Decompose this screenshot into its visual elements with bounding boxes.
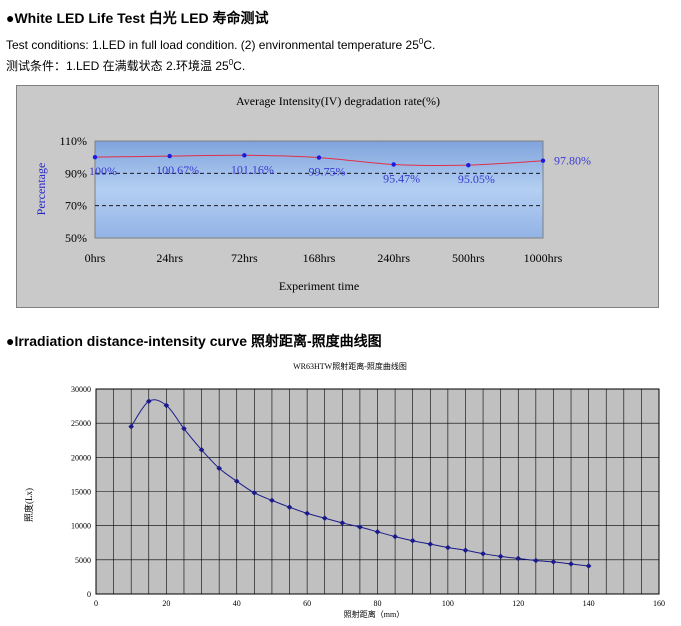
conditions-en-text: Test conditions: 1.LED in full load cond… — [6, 38, 419, 52]
chart-title: WR63HTW照射距离-照度曲线图 — [293, 361, 407, 371]
section-title-led-life: ●White LED Life Test 白光 LED 寿命测试 — [6, 10, 269, 26]
data-point — [391, 162, 396, 167]
x-tick-label: 0hrs — [85, 251, 106, 265]
x-tick-label: 100 — [442, 599, 454, 608]
data-point — [374, 529, 381, 535]
data-label: 99.75% — [309, 165, 346, 179]
data-point — [233, 478, 240, 485]
data-point — [427, 541, 434, 547]
data-label: 100% — [89, 164, 117, 178]
data-point — [286, 504, 293, 511]
x-axis-title: 照射距离（mm） — [344, 609, 404, 619]
data-label: 100.67% — [156, 163, 199, 177]
data-point — [242, 153, 247, 158]
degree-superscript: 0 — [228, 58, 234, 67]
y-tick-label: 20000 — [71, 453, 91, 462]
y-tick-label: 15000 — [71, 488, 91, 497]
y-tick-label: 90% — [65, 166, 87, 180]
y-axis-title: Percentage — [34, 163, 48, 216]
x-tick-label: 168hrs — [303, 251, 336, 265]
x-tick-label: 24hrs — [156, 251, 183, 265]
y-tick-label: 0 — [87, 590, 91, 599]
x-tick-label: 140 — [583, 599, 595, 608]
data-point — [167, 153, 172, 159]
x-tick-label: 160 — [653, 599, 665, 608]
data-point — [515, 555, 522, 562]
data-point — [585, 563, 592, 569]
y-tick-label: 25000 — [71, 419, 91, 428]
x-tick-label: 1000hrs — [524, 251, 563, 265]
test-conditions-chinese: 测试条件：1.LED 在满载状态 2.环境温 250C. — [6, 57, 245, 74]
section-title-distance-curve: ●Irradiation distance-intensity curve 照射… — [6, 333, 382, 349]
degree-superscript: 0 — [418, 37, 424, 46]
data-point — [392, 533, 398, 540]
data-point — [316, 155, 322, 160]
y-axis-title: 照度(Lx) — [23, 488, 34, 522]
x-tick-label: 20 — [162, 599, 170, 608]
conditions-cn-text: 测试条件：1.LED 在满载状态 2.环境温 25 — [6, 59, 229, 73]
y-tick-label: 70% — [65, 199, 87, 213]
data-point — [92, 154, 98, 160]
test-conditions-english: Test conditions: 1.LED in full load cond… — [6, 37, 435, 52]
x-tick-label: 72hrs — [231, 251, 258, 265]
data-point — [321, 515, 328, 521]
x-tick-label: 60 — [303, 599, 311, 608]
data-point — [269, 497, 275, 504]
data-point — [568, 561, 574, 567]
x-tick-label: 0 — [94, 599, 98, 608]
data-point — [339, 520, 346, 526]
data-point — [181, 425, 187, 432]
chart-title: Average Intensity(IV) degradation rate(%… — [236, 94, 440, 108]
data-label: 97.80% — [554, 154, 591, 168]
y-tick-label: 5000 — [75, 556, 91, 565]
data-point — [163, 402, 170, 409]
conditions-en-unit: C. — [423, 38, 436, 52]
plot-frame — [95, 388, 660, 595]
data-point — [251, 490, 258, 496]
x-tick-label: 120 — [512, 599, 524, 608]
intensity-degradation-chart: Average Intensity(IV) degradation rate(%… — [16, 85, 659, 308]
y-tick-label: 10000 — [71, 522, 91, 531]
data-point — [480, 550, 486, 557]
x-tick-label: 240hrs — [377, 251, 410, 265]
data-label: 95.05% — [458, 172, 495, 186]
data-point — [216, 465, 222, 472]
x-axis-title: Experiment time — [279, 279, 359, 293]
data-point — [466, 162, 471, 168]
y-tick-label: 50% — [65, 231, 87, 245]
data-point — [533, 557, 539, 564]
y-tick-label: 110% — [59, 134, 87, 148]
x-tick-label: 40 — [233, 599, 241, 608]
data-point — [540, 158, 546, 163]
data-label: 95.47% — [383, 171, 420, 185]
data-point — [304, 510, 310, 517]
data-point — [409, 537, 416, 544]
data-point — [497, 553, 504, 560]
conditions-cn-unit: C. — [233, 59, 246, 73]
data-point — [462, 547, 469, 554]
y-tick-label: 30000 — [71, 385, 91, 394]
x-tick-label: 500hrs — [452, 251, 485, 265]
data-label: 101.16% — [231, 162, 274, 176]
x-tick-label: 80 — [374, 599, 382, 608]
distance-intensity-chart: WR63HTW照射距离-照度曲线图 0 5000 10000 15000 20000 25… — [23, 361, 665, 619]
data-point — [550, 559, 557, 565]
